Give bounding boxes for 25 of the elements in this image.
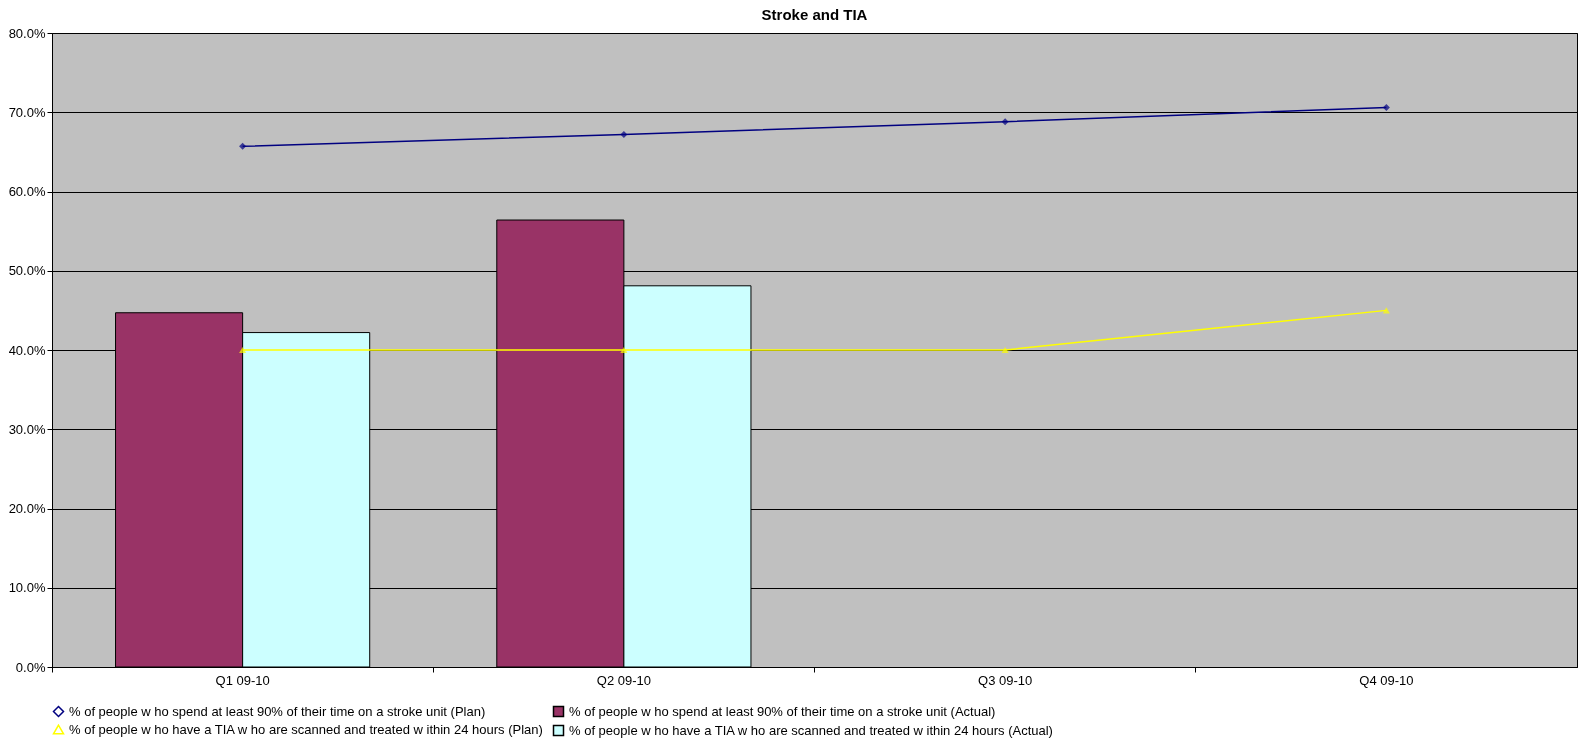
y-tick-label: 10.0% — [8, 580, 46, 596]
point — [1001, 118, 1009, 126]
y-tick-label: 40.0% — [8, 342, 46, 358]
y-tick-label: 60.0% — [8, 184, 46, 199]
point — [239, 142, 247, 150]
legend-label: % of people w ho have a TIA w ho are scanned and treated w ithin 24 hours (Plan) — [69, 721, 543, 737]
legend-label: % of people w ho spend at least 90% of their time on a stroke unit (Actual) — [569, 703, 996, 719]
x-tick-label: Q1 09-10 — [215, 672, 270, 688]
point — [620, 130, 628, 138]
legend-label: % of people w ho have a TIA w ho are scanned and treated w ithin 24 hours (Actual) — [569, 722, 1053, 738]
point — [1001, 346, 1009, 354]
x-tick-label: Q3 09-10 — [978, 672, 1033, 688]
y-tick-label: 50.0% — [8, 263, 46, 279]
y-tick-label: 80.0% — [8, 25, 46, 41]
legend-label: % of people w ho spend at least 90% of their time on a stroke unit (Plan) — [69, 703, 486, 719]
y-tick-label: 70.0% — [8, 104, 46, 120]
y-tick-label: 30.0% — [8, 421, 46, 437]
point — [1382, 103, 1390, 112]
chart-title: Stroke and TIA — [761, 6, 868, 23]
point — [239, 346, 247, 354]
x-tick-label: Q4 09-10 — [1359, 672, 1414, 688]
x-tick-label: Q2 09-10 — [596, 672, 651, 688]
point — [620, 346, 628, 354]
y-tick-label: 0.0% — [15, 659, 46, 675]
y-tick-label: 20.0% — [8, 501, 46, 516]
